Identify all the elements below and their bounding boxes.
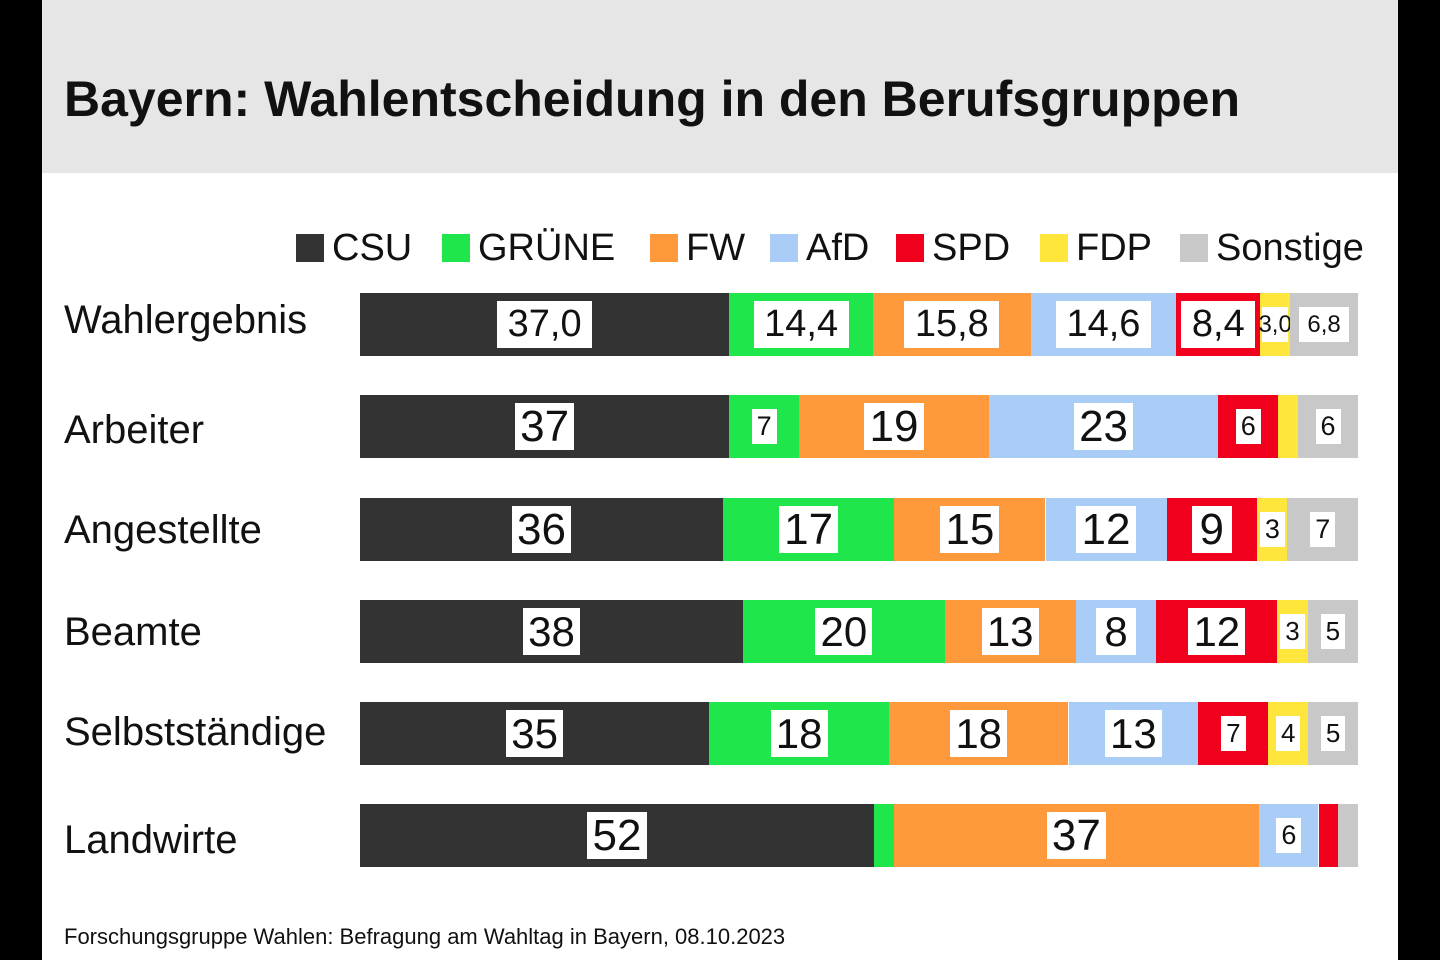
legend-swatch-fw (650, 234, 678, 262)
row-label-wahlergebnis: Wahlergebnis (64, 298, 308, 342)
data-label-sonstige: 5 (1320, 614, 1346, 649)
row-label-arbeiter: Arbeiter (64, 408, 205, 452)
data-label-gruene: 18 (770, 710, 828, 757)
data-label-csu: 36 (511, 505, 572, 554)
bar-row-angestellte: 36 17 15 12 9 3 7 (360, 498, 1358, 561)
legend-swatch-afd (770, 234, 798, 262)
data-label-spd: 6 (1235, 409, 1261, 444)
legend-label: CSU (332, 227, 413, 269)
legend-swatch-fdp (1040, 234, 1068, 262)
bar-row-arbeiter: 37 7 19 23 6 6 (360, 395, 1358, 458)
data-label-fdp: 4 (1275, 716, 1301, 751)
row-label-selbststaendige: Selbstständige (64, 710, 327, 754)
legend-label: SPD (932, 227, 1011, 269)
bar-row-landwirte: 52 37 6 (360, 804, 1358, 867)
data-label-fw: 19 (864, 402, 924, 451)
data-label-sonstige: 7 (1310, 512, 1336, 547)
source-note: Forschungsgruppe Wahlen: Befragung am Wa… (64, 924, 786, 949)
data-label-spd: 7 (1221, 716, 1246, 751)
data-label-fw: 37 (1046, 811, 1106, 860)
data-label-sonstige: 5 (1320, 716, 1346, 751)
data-label-csu: 37 (515, 402, 575, 451)
legend-label: FDP (1076, 227, 1152, 269)
data-label-fw: 13 (981, 608, 1039, 655)
data-label-csu: 38 (523, 608, 580, 655)
data-label-sonstige: 6 (1315, 409, 1341, 444)
data-label-fw: 18 (950, 710, 1008, 757)
data-label-csu: 37,0 (497, 301, 593, 348)
data-label-afd: 13 (1104, 710, 1162, 757)
data-label-afd: 14,6 (1055, 301, 1151, 348)
bar-segment-fdp (1278, 395, 1299, 458)
data-label-sonstige: 6,8 (1298, 307, 1350, 342)
bar-row-beamte: 38 20 13 8 12 3 5 (360, 600, 1358, 663)
row-label-angestellte: Angestellte (64, 508, 262, 552)
row-label-beamte: Beamte (64, 610, 202, 654)
legend-label: Sonstige (1216, 227, 1364, 269)
data-label-gruene: 7 (751, 409, 777, 444)
data-label-afd: 23 (1073, 402, 1134, 451)
data-label-afd: 6 (1276, 818, 1302, 853)
data-label-spd: 8,4 (1181, 301, 1256, 348)
legend-swatch-gruene (442, 234, 470, 262)
data-label-gruene: 20 (815, 608, 873, 655)
data-label-fw: 15,8 (904, 301, 1000, 348)
data-label-spd: 12 (1188, 608, 1246, 655)
data-label-fdp: 3 (1280, 614, 1305, 649)
legend-label: AfD (806, 227, 870, 269)
bar-segment-gruene (873, 804, 894, 867)
legend-swatch-sonstige (1180, 234, 1208, 262)
data-label-csu: 52 (587, 811, 647, 860)
data-label-afd: 12 (1076, 505, 1136, 554)
data-label-gruene: 14,4 (753, 301, 849, 348)
legend-label: FW (686, 227, 746, 269)
data-label-afd: 8 (1096, 608, 1137, 655)
data-label-fdp: 3,0 (1258, 307, 1292, 342)
chart-card: Bayern: Wahlentscheidung in den Berufsgr… (42, 0, 1398, 960)
row-label-landwirte: Landwirte (64, 818, 238, 862)
legend-swatch-csu (296, 234, 324, 262)
data-label-gruene: 17 (779, 505, 839, 554)
data-label-fdp: 3 (1259, 512, 1285, 547)
chart-header: Bayern: Wahlentscheidung in den Berufsgr… (42, 0, 1398, 173)
legend-swatch-spd (896, 234, 924, 262)
data-label-spd: 9 (1191, 505, 1232, 554)
bar-segment-spd (1318, 804, 1339, 867)
bar-row-wahlergebnis: 37,0 14,4 15,8 14,6 8,4 3,0 6,8 (360, 293, 1358, 356)
data-label-csu: 35 (506, 710, 564, 757)
bar-segment-sonstige (1338, 804, 1358, 867)
legend-label: GRÜNE (478, 227, 616, 269)
bar-row-selbststaendige: 35 18 18 13 7 4 5 (360, 702, 1358, 765)
chart-title: Bayern: Wahlentscheidung in den Berufsgr… (64, 71, 1241, 127)
data-label-fw: 15 (940, 505, 1000, 554)
